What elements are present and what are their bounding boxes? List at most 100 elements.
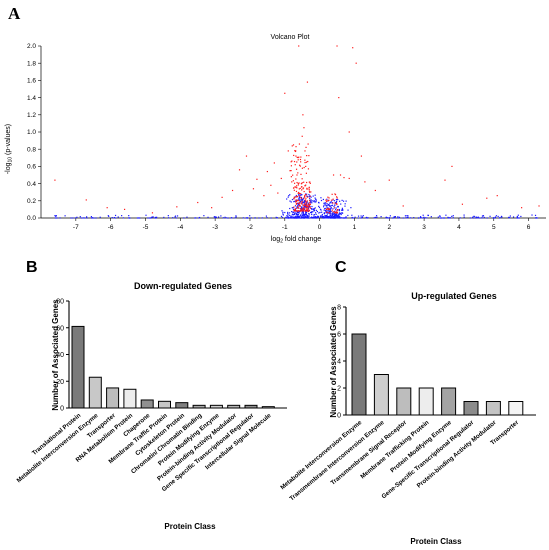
volcano-point <box>334 217 336 219</box>
volcano-point <box>427 214 429 216</box>
volcano-point <box>108 215 110 217</box>
volcano-point <box>186 216 188 218</box>
volcano-point <box>304 214 306 216</box>
volcano-point <box>327 212 330 214</box>
volcano-point <box>295 207 297 209</box>
volcano-point <box>293 154 295 157</box>
volcano-point <box>340 217 343 219</box>
volcano-point <box>449 217 451 219</box>
volcano-point <box>306 187 308 189</box>
volcano-point <box>328 217 330 219</box>
volcano-point <box>308 181 310 183</box>
volcano-point <box>445 214 447 216</box>
volcano-point <box>296 185 298 187</box>
volcano-point <box>303 196 306 198</box>
volcano-point <box>320 216 322 218</box>
volcano-point <box>313 199 315 202</box>
volcano-point <box>336 197 338 199</box>
volcano-point <box>329 202 331 204</box>
volcano-point <box>302 212 304 214</box>
volcano-point <box>284 217 287 219</box>
volcano-point <box>247 217 249 219</box>
down-chart-bar <box>209 404 223 409</box>
volcano-point <box>301 200 303 202</box>
volcano-point <box>314 217 316 219</box>
up-chart-xlabel: Protein Class <box>410 537 462 546</box>
volcano-point <box>150 217 152 219</box>
volcano-point <box>327 211 329 213</box>
volcano-point <box>385 217 387 219</box>
volcano-point <box>300 156 302 158</box>
volcano-point <box>302 213 305 215</box>
volcano-point <box>332 216 334 219</box>
volcano-point <box>302 197 305 199</box>
volcano-point <box>451 165 453 167</box>
volcano-point <box>284 211 286 214</box>
up-chart-category-labels: Metabolite Interconversion EnzymeTransme… <box>279 419 520 503</box>
volcano-point <box>289 170 291 172</box>
volcano-point <box>531 214 533 216</box>
volcano-point <box>351 214 353 216</box>
volcano-point <box>329 212 331 214</box>
volcano-point <box>335 212 338 214</box>
volcano-point <box>296 204 299 206</box>
volcano-point <box>298 192 301 195</box>
volcano-point <box>301 182 303 184</box>
volcano-point <box>323 217 326 219</box>
volcano-point <box>327 217 329 219</box>
volcano-point <box>324 209 326 212</box>
volcano-point <box>319 208 322 210</box>
volcano-point <box>292 144 295 146</box>
volcano-x-tick-label: -6 <box>108 224 114 231</box>
volcano-point <box>308 213 311 215</box>
volcano-point <box>334 214 337 217</box>
volcano-point <box>297 202 299 204</box>
volcano-point <box>410 217 412 219</box>
volcano-point <box>459 217 461 219</box>
volcano-point <box>313 208 315 210</box>
volcano-point <box>331 209 333 211</box>
volcano-point <box>326 215 329 217</box>
volcano-point <box>303 190 305 193</box>
volcano-point <box>326 208 329 210</box>
volcano-x-tick-label: 2 <box>387 224 391 231</box>
up-chart-bar <box>418 387 434 416</box>
volcano-point <box>342 200 345 202</box>
volcano-point <box>325 201 328 203</box>
volcano-point <box>500 215 503 218</box>
volcano-point <box>323 209 325 211</box>
volcano-point <box>215 216 217 218</box>
volcano-point <box>335 201 337 204</box>
volcano-point <box>54 217 57 219</box>
volcano-point <box>325 215 328 217</box>
down-chart-y-tick-label: 40 <box>56 352 64 359</box>
volcano-point <box>300 183 303 185</box>
volcano-point <box>307 143 309 145</box>
volcano-point <box>296 206 299 208</box>
volcano-point <box>291 211 293 213</box>
volcano-point <box>392 217 394 219</box>
volcano-point <box>297 198 300 200</box>
volcano-point <box>313 200 315 203</box>
volcano-point <box>305 212 307 214</box>
volcano-x-tick-label: -5 <box>143 224 149 231</box>
volcano-point <box>287 212 289 214</box>
volcano-point <box>295 210 297 212</box>
volcano-point <box>85 199 87 201</box>
volcano-point <box>148 217 151 219</box>
volcano-point <box>338 97 340 99</box>
volcano-point <box>324 217 326 219</box>
volcano-point <box>297 214 299 216</box>
volcano-point <box>339 217 342 219</box>
volcano-point <box>291 217 294 219</box>
volcano-point <box>311 208 313 210</box>
volcano-point <box>295 202 298 204</box>
volcano-point <box>393 216 395 218</box>
volcano-point <box>231 189 234 192</box>
volcano-point <box>293 216 295 218</box>
volcano-point <box>295 201 297 203</box>
volcano-point <box>331 215 333 217</box>
volcano-point <box>301 210 303 212</box>
volcano-point <box>340 213 342 216</box>
volcano-point <box>302 188 304 190</box>
